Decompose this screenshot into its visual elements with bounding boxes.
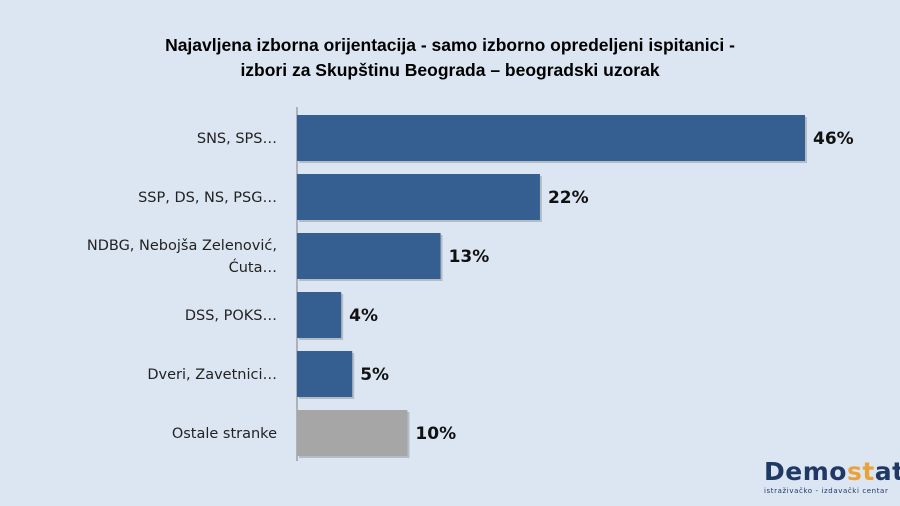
bar-1	[297, 174, 540, 220]
logo-wordmark-part3: at	[874, 457, 900, 486]
category-label-2-line-0: NDBG, Nebojša Zelenović,	[87, 238, 277, 254]
bar-3	[297, 292, 342, 338]
category-label-5: Ostale stranke	[172, 426, 277, 442]
value-label-5: 10%	[415, 424, 456, 444]
category-label-0: SNS, SPS…	[197, 131, 277, 147]
category-label-4: Dveri, Zavetnici…	[147, 367, 277, 383]
bar-5	[297, 410, 408, 456]
logo-tagline: istraživačko - izdavački centar	[764, 487, 889, 495]
category-label-3: DSS, POKS…	[185, 308, 277, 324]
value-label-1: 22%	[548, 188, 589, 208]
value-label-0: 46%	[813, 129, 854, 149]
value-label-3: 4%	[349, 306, 378, 326]
logo-wordmark-part1: Demo	[764, 457, 847, 486]
category-label-1: SSP, DS, NS, PSG…	[138, 190, 277, 206]
demostat-logo: Demostat istraživačko - izdavački centar	[764, 457, 900, 496]
logo-wordmark: Demostat	[764, 457, 900, 486]
bar-4	[297, 351, 353, 397]
chart-title-line-1: Najavljena izborna orijentacija - samo i…	[165, 35, 735, 55]
value-label-4: 5%	[360, 365, 389, 385]
category-label-2-line-1: Ćuta…	[229, 258, 277, 276]
logo-wordmark-accent: st	[846, 457, 875, 486]
chart-title-line-2: izbori za Skupštinu Beograda – beogradsk…	[240, 60, 660, 80]
bar-0	[297, 115, 805, 161]
bar-2	[297, 233, 441, 279]
value-label-2: 13%	[449, 247, 490, 267]
chart-title: Najavljena izborna orijentacija - samo i…	[0, 33, 900, 83]
